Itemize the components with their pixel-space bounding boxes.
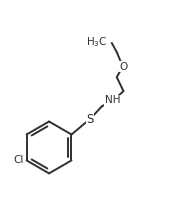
Text: O: O [119, 62, 128, 72]
Text: H$_3$C: H$_3$C [86, 35, 108, 48]
Text: S: S [86, 113, 94, 126]
Text: NH: NH [105, 95, 120, 105]
Text: Cl: Cl [14, 155, 24, 165]
